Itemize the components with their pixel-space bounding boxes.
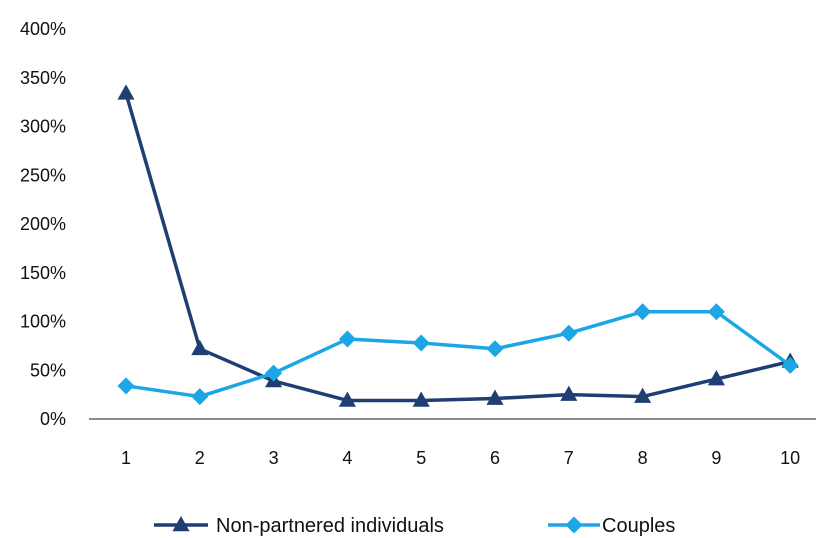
data-point bbox=[338, 391, 356, 407]
legend-marker bbox=[565, 516, 583, 534]
y-tick-label: 100% bbox=[20, 312, 66, 332]
series-line bbox=[125, 310, 792, 399]
data-point bbox=[486, 340, 504, 358]
y-tick-label: 150% bbox=[20, 263, 66, 283]
x-tick-label: 4 bbox=[342, 448, 352, 468]
x-tick-label: 8 bbox=[638, 448, 648, 468]
legend-item: Couples bbox=[548, 515, 675, 537]
data-point bbox=[265, 364, 283, 382]
data-point bbox=[634, 387, 652, 403]
x-tick-label: 9 bbox=[711, 448, 721, 468]
legend-marker bbox=[172, 516, 190, 532]
data-point bbox=[707, 303, 725, 321]
data-point bbox=[634, 303, 652, 321]
data-point bbox=[191, 388, 209, 406]
y-tick-label: 0% bbox=[40, 409, 66, 429]
data-point bbox=[117, 377, 135, 395]
series-couples bbox=[117, 303, 799, 406]
data-point bbox=[117, 84, 135, 100]
legend-label: Couples bbox=[602, 515, 675, 537]
x-tick-label: 7 bbox=[564, 448, 574, 468]
y-tick-label: 200% bbox=[20, 214, 66, 234]
data-point bbox=[560, 324, 578, 342]
data-point bbox=[412, 391, 430, 407]
y-tick-label: 400% bbox=[20, 19, 66, 39]
x-tick-label: 2 bbox=[195, 448, 205, 468]
x-tick-label: 1 bbox=[121, 448, 131, 468]
data-point bbox=[707, 370, 725, 386]
y-axis-labels: 0% 50% 100% 150% 200% 250% 300% 350% 400% bbox=[20, 19, 66, 429]
y-tick-label: 50% bbox=[30, 360, 66, 380]
legend-label: Non-partnered individuals bbox=[216, 515, 444, 537]
y-tick-label: 300% bbox=[20, 117, 66, 137]
x-tick-label: 3 bbox=[269, 448, 279, 468]
x-tick-label: 6 bbox=[490, 448, 500, 468]
x-tick-label: 10 bbox=[780, 448, 800, 468]
series-non-partnered-individuals bbox=[117, 84, 799, 407]
legend: Non-partnered individuals Couples bbox=[154, 515, 675, 537]
data-point bbox=[486, 389, 504, 405]
y-tick-label: 350% bbox=[20, 68, 66, 88]
data-point bbox=[560, 385, 578, 401]
legend-item: Non-partnered individuals bbox=[154, 515, 444, 537]
series-line bbox=[124, 92, 791, 403]
series-layer bbox=[117, 84, 799, 407]
y-tick-label: 250% bbox=[20, 165, 66, 185]
data-point bbox=[781, 356, 799, 374]
data-point bbox=[412, 334, 430, 352]
data-point bbox=[191, 339, 209, 356]
x-tick-label: 5 bbox=[416, 448, 426, 468]
x-axis-labels: 1 2 3 4 5 6 7 8 9 10 bbox=[121, 448, 800, 468]
data-point bbox=[338, 330, 356, 348]
